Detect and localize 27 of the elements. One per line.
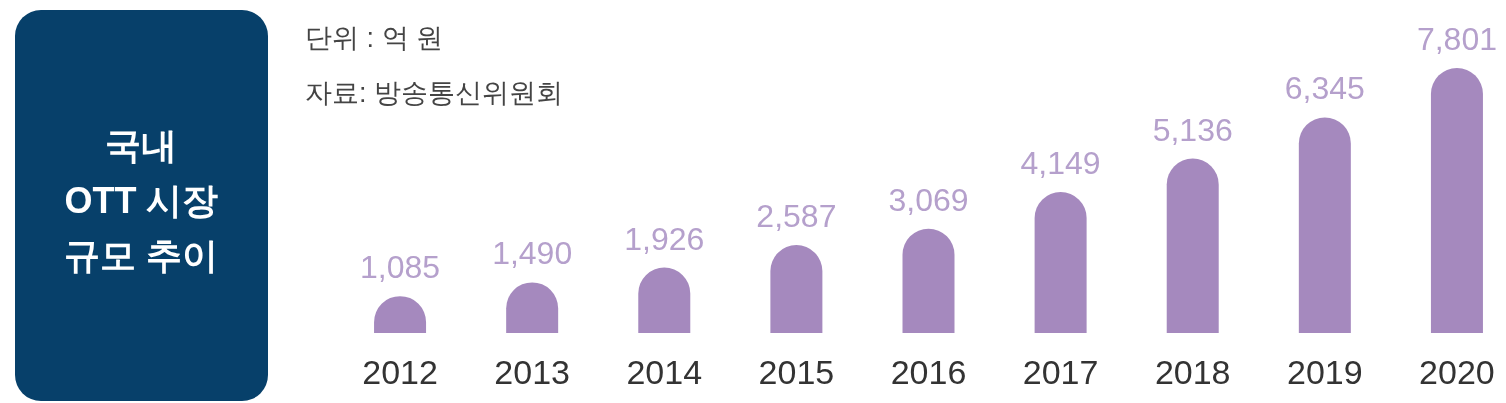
data-label: 5,136 bbox=[1152, 111, 1233, 148]
bar bbox=[1430, 68, 1483, 333]
bar bbox=[1298, 117, 1351, 333]
x-tick-label: 2016 bbox=[890, 353, 967, 391]
x-tick-label: 2017 bbox=[1022, 353, 1099, 391]
x-tick-label: 2014 bbox=[626, 353, 703, 391]
x-tick-label: 2013 bbox=[494, 353, 570, 391]
x-tick-label: 2018 bbox=[1154, 353, 1231, 391]
x-tick-label: 2012 bbox=[362, 353, 438, 391]
data-label: 1,926 bbox=[624, 220, 705, 257]
bar bbox=[902, 228, 955, 333]
bar bbox=[1166, 158, 1219, 333]
annotation: 자료: 방송통신위원회 bbox=[305, 78, 563, 108]
data-label: 7,801 bbox=[1416, 21, 1497, 57]
data-label: 3,069 bbox=[888, 181, 969, 218]
x-tick-label: 2015 bbox=[758, 353, 835, 391]
bar bbox=[1034, 192, 1087, 333]
data-label: 1,085 bbox=[360, 249, 441, 286]
data-label: 2,587 bbox=[756, 198, 837, 235]
title-box: 국내 OTT 시장 규모 추이 bbox=[15, 10, 268, 401]
x-tick-label: 2020 bbox=[1419, 353, 1495, 391]
data-label: 6,345 bbox=[1284, 70, 1365, 107]
data-label: 1,490 bbox=[492, 235, 573, 272]
data-label: 4,149 bbox=[1020, 145, 1101, 182]
annotation: 단위 : 억 원 bbox=[305, 23, 443, 53]
x-tick-label: 2019 bbox=[1287, 353, 1363, 391]
bar bbox=[770, 245, 823, 333]
